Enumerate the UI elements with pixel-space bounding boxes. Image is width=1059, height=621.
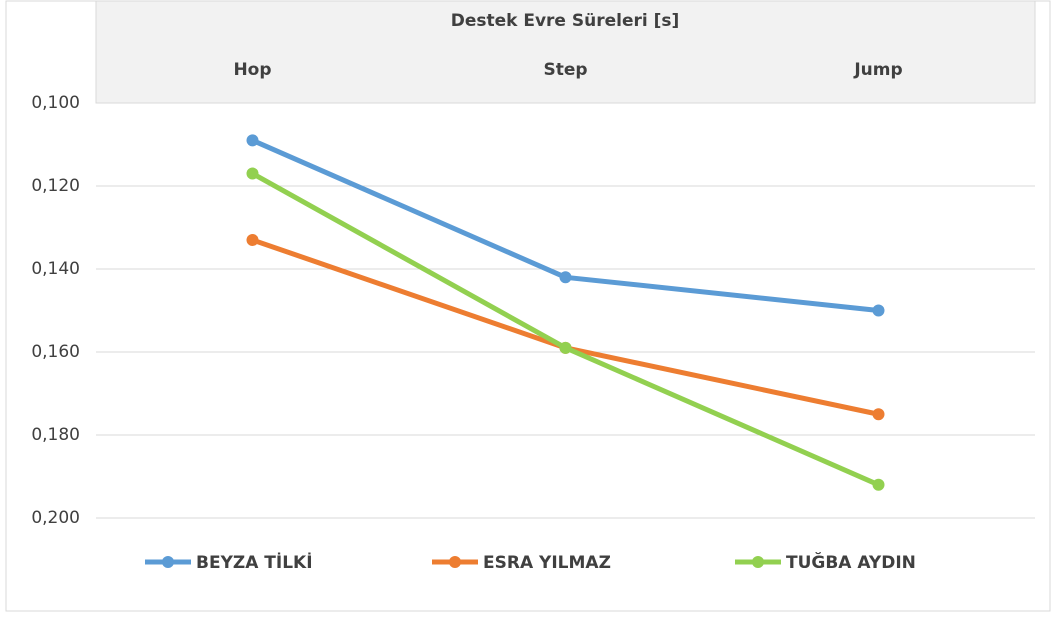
data-point xyxy=(246,233,259,246)
chart-title: Destek Evre Süreleri [s] xyxy=(451,11,680,31)
y-tick-label: 0,100 xyxy=(31,93,80,113)
legend-marker xyxy=(449,556,461,568)
data-point xyxy=(872,304,885,317)
data-point xyxy=(559,341,572,354)
data-point xyxy=(872,478,885,491)
y-tick-label: 0,180 xyxy=(31,425,80,445)
y-tick-label: 0,120 xyxy=(31,176,80,196)
legend-label: TUĞBA AYDIN xyxy=(786,551,916,573)
y-tick-label: 0,160 xyxy=(31,342,80,362)
data-point xyxy=(559,271,572,284)
legend-label: ESRA YILMAZ xyxy=(483,553,611,573)
x-tick-label: Step xyxy=(543,60,587,80)
data-point xyxy=(246,167,259,180)
data-point xyxy=(872,408,885,421)
header-band xyxy=(95,0,1036,104)
y-tick-label: 0,200 xyxy=(31,508,80,528)
legend-marker xyxy=(752,556,764,568)
y-tick-label: 0,140 xyxy=(31,259,80,279)
data-point xyxy=(246,134,259,147)
legend-marker xyxy=(162,556,174,568)
x-tick-label: Jump xyxy=(853,60,902,80)
x-tick-label: Hop xyxy=(233,60,271,80)
legend-label: BEYZA TİLKİ xyxy=(196,551,313,573)
